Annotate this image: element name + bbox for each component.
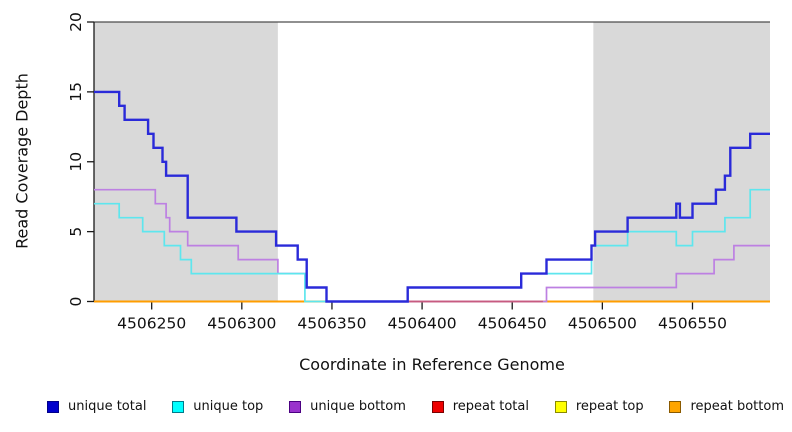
x-tick-label: 4506450 [478,315,547,333]
x-tick-label: 4506550 [658,315,727,333]
legend-label-unique_top: unique top [193,399,264,414]
x-tick-label: 4506400 [388,315,457,333]
series-unique_total-line [94,90,770,303]
legend-label-repeat_top: repeat top [575,399,644,414]
x-axis-label: Coordinate in Reference Genome [299,355,565,374]
legend-item-repeat_top: repeat top [554,399,644,414]
y-axis-label: Read Coverage Depth [12,73,32,249]
legend-item-repeat_total: repeat total [431,399,529,414]
x-tick-label: 4506350 [297,315,366,333]
y-tick-label: 10 [67,152,85,172]
x-tick-label: 4506500 [568,315,637,333]
legend-label-repeat_bottom: repeat bottom [690,399,784,414]
shaded-repeat-region [593,22,770,302]
legend-label-unique_bottom: unique bottom [310,399,406,414]
y-tick-label: 0 [67,297,85,307]
legend-swatch-repeat_top [554,400,567,413]
coverage-plot: 0 5 10 15 20 4506250 4506300 4506350 4506400 4506… [67,12,770,333]
y-tick-label: 20 [67,12,85,32]
legend-swatch-unique_bottom [289,400,302,413]
legend-swatch-repeat_total [431,400,444,413]
legend-item-unique_bottom: unique bottom [289,399,406,414]
y-tick-label: 15 [67,82,85,102]
shaded-repeat-region [94,22,278,302]
legend-item-unique_total: unique total [47,399,146,414]
legend-swatch-unique_total [47,400,59,413]
legend-swatch-unique_top [172,400,185,413]
legend-swatch-repeat_bottom [669,400,682,413]
legend-item-repeat_bottom: repeat bottom [669,399,784,414]
legend: unique total unique top unique bottom repea… [47,399,784,414]
x-tick-label: 4506300 [207,315,276,333]
legend-label-repeat_total: repeat total [452,399,529,414]
legend-item-unique_top: unique top [172,399,263,414]
y-tick-label: 5 [67,227,85,237]
legend-label-unique_total: unique total [68,399,147,414]
x-tick-label: 4506250 [117,315,186,333]
